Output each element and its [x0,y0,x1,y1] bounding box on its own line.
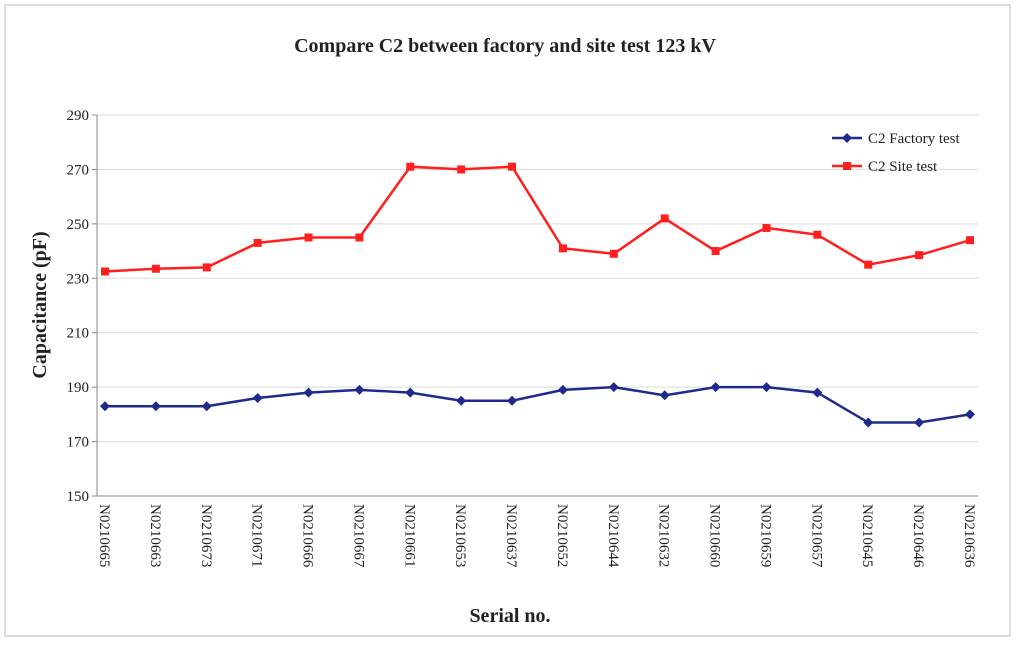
x-tick-label: N0210652 [554,504,570,567]
x-tick-label: N0210636 [961,504,977,568]
y-tick-label: 210 [67,326,90,342]
y-tick-label: 250 [67,217,90,233]
point-marker [966,236,974,244]
x-tick-label: N0210660 [707,504,723,567]
point-marker [101,267,109,275]
x-tick-label: N0210632 [656,504,672,567]
chart: Compare C2 between factory and site test… [0,0,1017,641]
legend-marker [843,162,851,170]
y-tick-label: 290 [67,108,90,124]
point-marker [406,163,414,171]
y-tick-label: 190 [67,380,90,396]
x-tick-label: N0210657 [808,504,824,568]
point-marker [508,163,516,171]
y-tick-label: 230 [67,271,90,287]
chart-title: Compare C2 between factory and site test… [294,35,716,57]
x-tick-label: N0210671 [249,504,265,567]
x-tick-label: N0210646 [910,504,926,568]
point-marker [559,244,567,252]
legend-label: C2 Site test [868,159,938,175]
x-tick-label: N0210663 [147,504,163,567]
point-marker [305,233,313,241]
point-marker [813,231,821,239]
x-tick-label: N0210673 [198,504,214,567]
y-tick-label: 170 [67,435,90,451]
x-tick-label: N0210637 [503,504,519,568]
point-marker [203,263,211,271]
x-tick-label: N0210653 [452,504,468,567]
legend-label: C2 Factory test [868,131,960,147]
point-marker [152,265,160,273]
x-tick-label: N0210661 [401,504,417,567]
point-marker [864,261,872,269]
point-marker [254,239,262,247]
y-axis-label: Capacitance (pF) [29,231,51,378]
x-tick-label: N0210667 [350,504,366,568]
x-tick-label: N0210665 [96,504,112,567]
x-tick-label: N0210644 [605,504,621,568]
y-tick-label: 270 [67,162,90,178]
point-marker [661,214,669,222]
x-tick-label: N0210645 [859,504,875,567]
point-marker [915,251,923,259]
point-marker [712,247,720,255]
x-tick-label: N0210659 [757,504,773,567]
point-marker [762,224,770,232]
point-marker [457,165,465,173]
y-tick-label: 150 [67,489,90,505]
point-marker [610,250,618,258]
x-tick-label: N0210666 [300,504,316,568]
x-axis-label: Serial no. [469,605,550,627]
point-marker [355,233,363,241]
